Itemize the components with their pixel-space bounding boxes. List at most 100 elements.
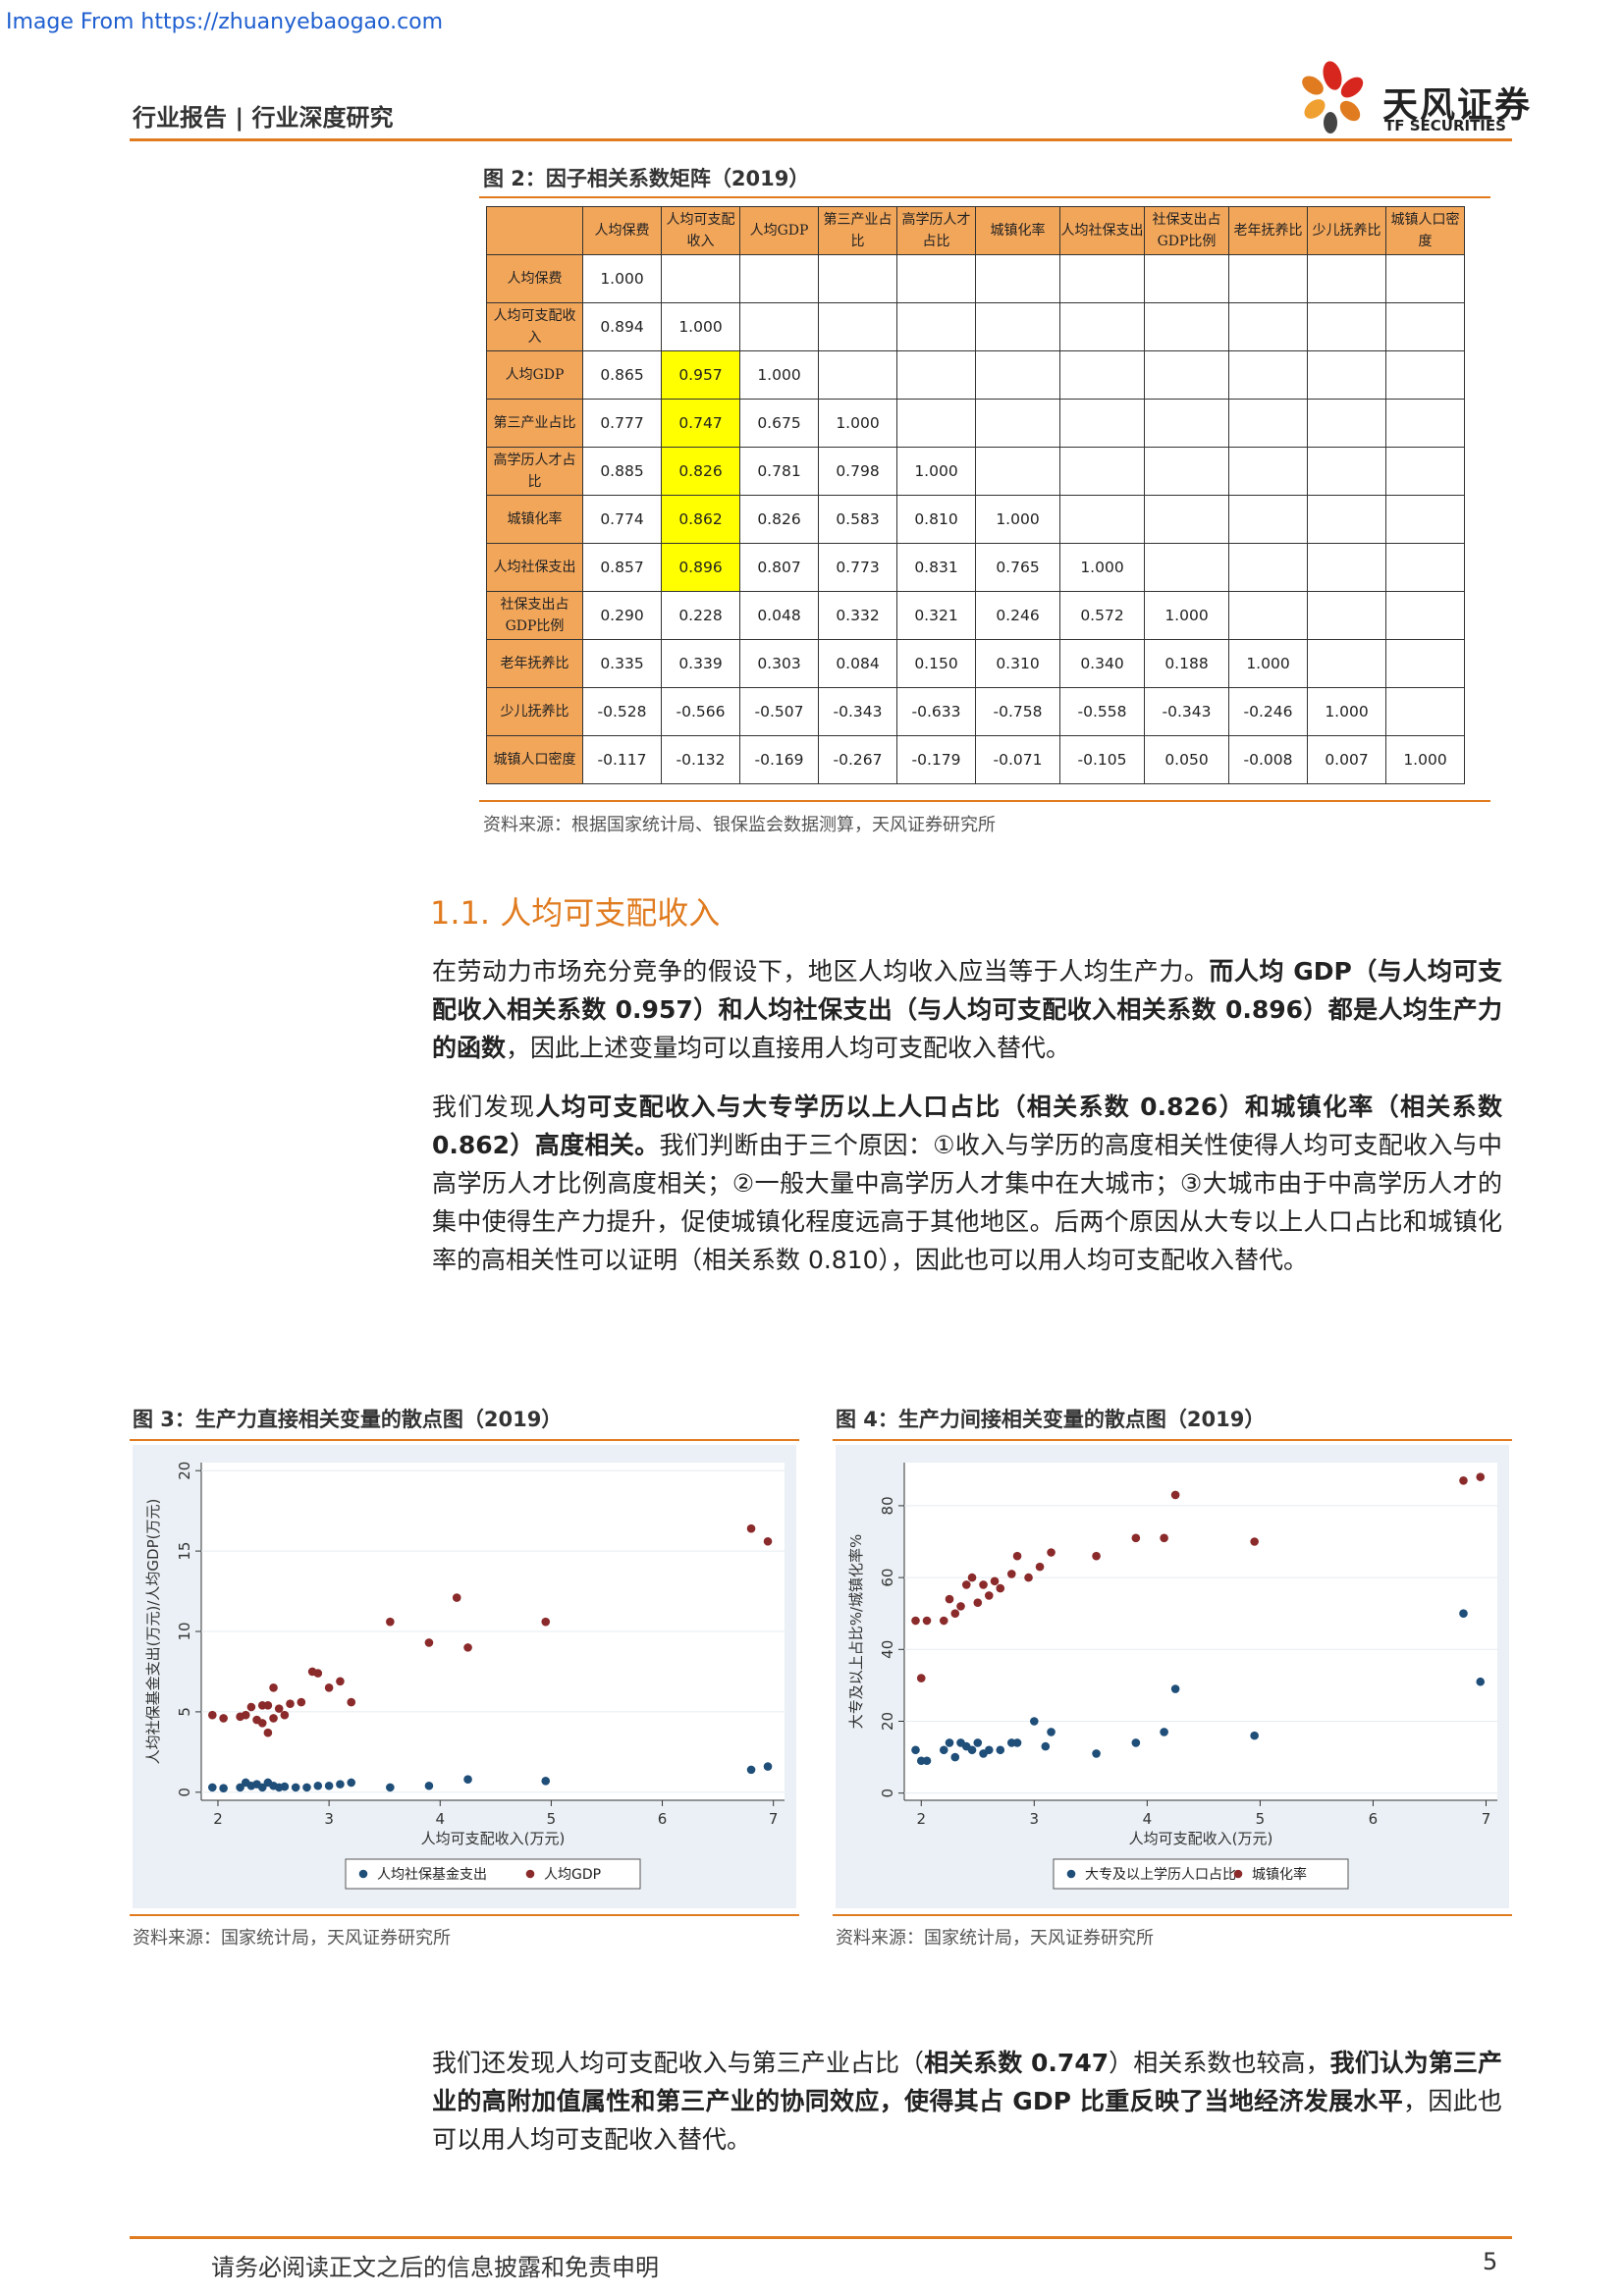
correlation-cell [1307, 302, 1386, 351]
bold-text: 相关系数 0.747 [924, 2049, 1110, 2077]
legend-label: 人均社保基金支出 [377, 1866, 487, 1883]
correlation-cell: 1.000 [818, 399, 897, 448]
data-point [424, 1638, 434, 1647]
x-tick-label: 5 [547, 1810, 557, 1828]
data-point [269, 1683, 278, 1692]
data-point [1024, 1573, 1033, 1582]
correlation-matrix-table: 人均保费 人均可支配收入 人均GDP 第三产业占比 高学历人才占比 城镇化率 人均社保支出社… [486, 206, 1465, 784]
data-point [274, 1704, 284, 1713]
legend-box [345, 1858, 641, 1890]
correlation-cell: 0.303 [739, 639, 819, 688]
correlation-cell [818, 254, 897, 303]
data-point [973, 1598, 983, 1608]
section-heading: 1.1. 人均可支配收入 [430, 894, 721, 932]
legend-label: 城镇化率 [1252, 1866, 1307, 1883]
correlation-cell: -0.071 [975, 735, 1060, 784]
correlation-cell: 0.826 [739, 495, 819, 544]
watermark-link[interactable]: Image From https://zhuanyebaogao.com [6, 10, 444, 34]
correlation-cell: 0.773 [818, 543, 897, 592]
fig4-title: 图 4：生产力间接相关变量的散点图（2019） [836, 1408, 1266, 1431]
y-axis-label: 人均社保基金支出(万元)/人均GDP(万元) [144, 1499, 162, 1765]
y-tick-label: 10 [176, 1622, 193, 1640]
data-point [1131, 1533, 1141, 1543]
correlation-cell [1307, 254, 1386, 303]
correlation-cell: 0.865 [582, 350, 662, 400]
correlation-cell [1385, 591, 1465, 640]
data-point [1035, 1562, 1045, 1572]
correlation-cell: 1.000 [1385, 735, 1465, 784]
text-run: 我们判断由于三个原因：①收入与学历的高度相关性使得人均可支配收入与中高学历人才比… [432, 1131, 1503, 1274]
data-point [1250, 1731, 1259, 1740]
paragraph-1: 在劳动力市场充分竞争的假设下，地区人均收入应当等于人均生产力。而人均 GDP（与… [432, 952, 1502, 1067]
row-header: 人均社保支出 [486, 543, 583, 592]
column-header: 人均可支配收入 [661, 206, 740, 255]
correlation-cell: -0.008 [1228, 735, 1308, 784]
data-point [945, 1738, 954, 1747]
data-point [1160, 1533, 1168, 1543]
data-point [541, 1617, 551, 1627]
correlation-cell: -0.633 [896, 687, 976, 736]
correlation-cell [975, 350, 1060, 400]
data-point [1012, 1551, 1022, 1561]
data-point [922, 1616, 932, 1626]
y-tick-label: 5 [176, 1707, 193, 1717]
data-point [336, 1780, 345, 1789]
logo-text-en: TF SECURITIES [1384, 117, 1506, 134]
data-point [347, 1778, 356, 1788]
correlation-cell [1385, 495, 1465, 544]
correlation-cell [975, 399, 1060, 448]
data-point [263, 1701, 273, 1710]
correlation-cell: 1.000 [1059, 543, 1145, 592]
correlation-cell: 0.572 [1059, 591, 1145, 640]
row-header: 城镇人口密度 [486, 735, 583, 784]
correlation-cell [1385, 687, 1465, 736]
x-tick-label: 5 [1256, 1810, 1266, 1828]
correlation-cell [1059, 399, 1145, 448]
correlation-cell [1144, 495, 1229, 544]
data-point [916, 1674, 926, 1682]
data-point [1047, 1548, 1056, 1557]
data-point [1047, 1728, 1056, 1736]
data-point [1012, 1738, 1022, 1747]
column-header: 城镇化率 [975, 206, 1060, 255]
correlation-cell: 1.000 [1307, 687, 1386, 736]
correlation-cell: 0.957 [661, 350, 740, 400]
correlation-cell [1228, 399, 1308, 448]
correlation-cell [1059, 447, 1145, 496]
data-point [302, 1783, 311, 1792]
fig2-source: 资料来源：根据国家统计局、银保监会数据测算，天风证券研究所 [483, 815, 996, 835]
y-tick-label: 60 [879, 1569, 896, 1587]
data-point [1250, 1537, 1259, 1546]
correlation-cell: 0.321 [896, 591, 976, 640]
data-point [257, 1719, 267, 1728]
correlation-cell: 0.826 [661, 447, 740, 496]
correlation-cell: 0.747 [661, 399, 740, 448]
correlation-cell: -0.343 [1144, 687, 1229, 736]
correlation-cell [1228, 350, 1308, 400]
correlation-cell: 0.896 [661, 543, 740, 592]
x-tick-label: 2 [916, 1810, 926, 1828]
data-point [280, 1782, 290, 1791]
data-point [291, 1783, 300, 1792]
disclaimer-notice: 请务必阅读正文之后的信息披露和免责申明 [211, 2254, 659, 2281]
data-point [263, 1728, 273, 1737]
legend-label: 大专及以上学历人口占比 [1085, 1867, 1236, 1883]
data-point [541, 1777, 551, 1786]
fig2-bottom-rule [479, 800, 1490, 802]
data-point [269, 1714, 278, 1723]
correlation-cell [1385, 447, 1465, 496]
correlation-cell [1059, 254, 1145, 303]
correlation-cell: 0.340 [1059, 639, 1145, 688]
fig3-rule [130, 1439, 799, 1441]
correlation-cell [661, 254, 740, 303]
correlation-cell: 0.583 [818, 495, 897, 544]
correlation-cell: 0.048 [739, 591, 819, 640]
correlation-cell: 0.084 [818, 639, 897, 688]
column-header: 社保支出占GDP比例 [1144, 206, 1229, 255]
column-header: 少儿抚养比 [1307, 206, 1386, 255]
correlation-cell: 0.290 [582, 591, 662, 640]
x-axis-label: 人均可支配收入(万元) [1129, 1830, 1273, 1847]
correlation-cell [1385, 254, 1465, 303]
correlation-cell [1059, 350, 1145, 400]
tf-securities-logo [1302, 61, 1364, 133]
